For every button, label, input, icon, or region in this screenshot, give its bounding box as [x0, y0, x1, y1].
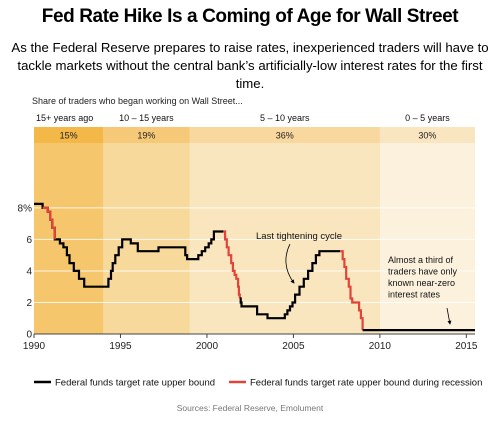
- experience-band: [379, 127, 475, 334]
- chart-title: Fed Rate Hike Is a Coming of Age for Wal…: [41, 6, 459, 27]
- experience-group-label: 0 – 5 years: [405, 113, 450, 123]
- annotation-arrow: [285, 243, 295, 284]
- y-tick-label: 6: [26, 235, 32, 246]
- annotation-line: traders have only: [388, 267, 458, 277]
- recession-rate-line: [340, 250, 364, 331]
- experience-group-label: 5 – 10 years: [260, 113, 310, 123]
- chart-subtitle: As the Federal Reserve prepares to raise…: [11, 40, 489, 91]
- share-header-cell: [189, 127, 380, 143]
- x-tick-label: 2000: [196, 341, 219, 352]
- share-value: 36%: [276, 131, 294, 141]
- annotation-arrow: [446, 307, 452, 325]
- recession-rate-line: [42, 206, 56, 240]
- y-tick-label: 2: [26, 298, 32, 309]
- x-tick-label: 1995: [109, 341, 132, 352]
- rate-line: [239, 250, 341, 320]
- experience-group-label: 15+ years ago: [36, 113, 93, 123]
- experience-group-label: 10 – 15 years: [119, 113, 174, 123]
- share-heading: Share of traders who began working on Wa…: [32, 96, 243, 106]
- annotation-tightening: Last tightening cycle: [256, 231, 342, 242]
- share-header-cell: [379, 127, 475, 143]
- legend-label: Federal funds target rate upper bound du…: [250, 378, 482, 389]
- y-tick-label: 0: [26, 330, 32, 341]
- x-tick-label: 2010: [369, 341, 392, 352]
- x-tick-label: 2015: [455, 341, 478, 352]
- share-value: 15%: [60, 131, 78, 141]
- legend-label: Federal funds target rate upper bound: [55, 378, 215, 389]
- x-tick-label: 1990: [23, 341, 46, 352]
- y-tick-label: 8%: [18, 203, 33, 214]
- y-tick-label: 4: [26, 266, 32, 277]
- recession-rate-line: [223, 230, 241, 299]
- source-note: Sources: Federal Reserve, Emolument: [176, 403, 324, 413]
- share-value: 30%: [418, 131, 436, 141]
- share-header-cell: [34, 127, 104, 143]
- share-value: 19%: [137, 131, 155, 141]
- annotation-line: Almost a third of: [388, 255, 454, 265]
- annotation-line: known near-zero: [388, 278, 455, 288]
- annotation-near-zero: Almost a third of traders have only known …: [388, 255, 458, 300]
- annotation-line: interest rates: [388, 290, 441, 300]
- x-tick-label: 2005: [282, 341, 305, 352]
- share-header-cell: [103, 127, 190, 143]
